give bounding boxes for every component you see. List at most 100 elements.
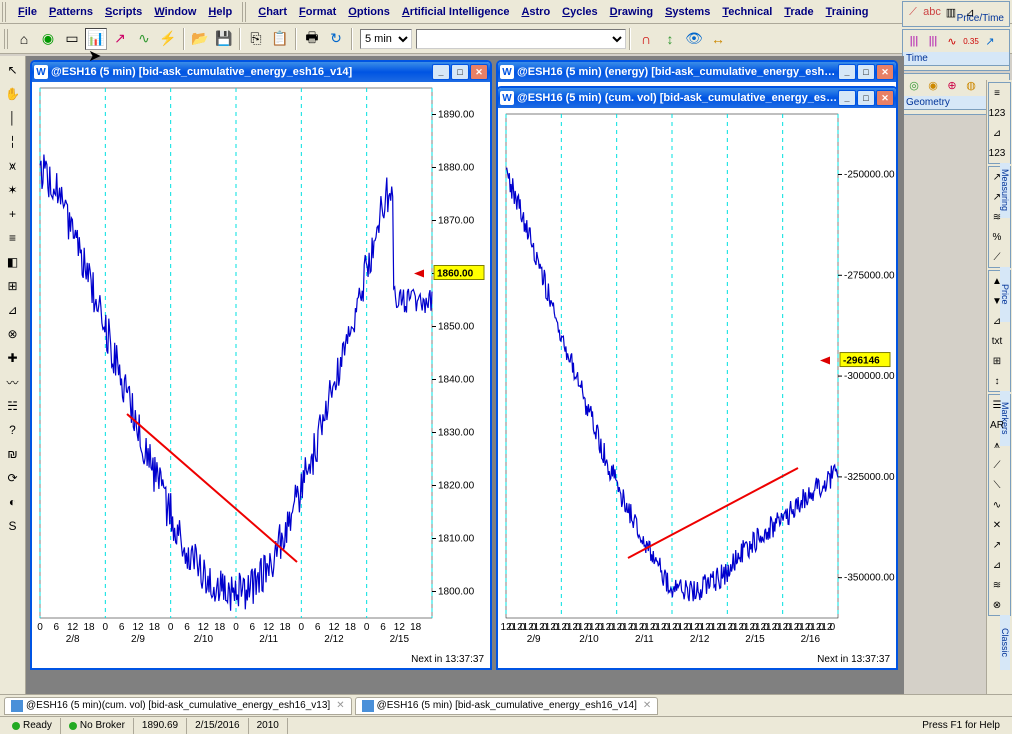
rt-tool[interactable]: ⊞ [990, 352, 1004, 370]
workspace-tab[interactable]: @ESH16 (5 min) [bid-ask_cumulative_energ… [355, 697, 659, 715]
menu-patterns[interactable]: Patterns [43, 4, 99, 20]
menu-systems[interactable]: Systems [659, 4, 716, 20]
tool-eye-icon[interactable]: 👁 [683, 28, 705, 50]
menu-astro[interactable]: Astro [515, 4, 556, 20]
maximize-button[interactable]: □ [857, 64, 875, 80]
left-tool-3[interactable]: ╎ [2, 131, 24, 153]
left-tool-7[interactable]: ≡ [2, 227, 24, 249]
minimize-button[interactable]: _ [838, 64, 856, 80]
tool-magnet-icon[interactable]: ∩ [635, 28, 657, 50]
rt-tool[interactable]: ⊿ [990, 556, 1004, 574]
left-tool-4[interactable]: ⩙ [2, 155, 24, 177]
tool-print-icon[interactable]: 🖶 [301, 28, 323, 50]
pt-icon[interactable]: abc [924, 4, 940, 20]
left-tool-13[interactable]: 〰 [2, 371, 24, 393]
menu-options[interactable]: Options [342, 4, 396, 20]
maximize-button[interactable]: □ [451, 64, 469, 80]
minimize-button[interactable]: _ [838, 90, 856, 106]
tool-window-icon[interactable]: ▭ [61, 28, 83, 50]
time-bars-icon[interactable]: ||| [906, 33, 922, 49]
rt-tool[interactable]: ≋ [990, 576, 1004, 594]
left-tool-19[interactable]: S [2, 515, 24, 537]
grip[interactable] [242, 2, 248, 22]
rt-tool[interactable]: % [990, 228, 1004, 246]
geom-icon[interactable]: ◎ [906, 77, 922, 93]
rt-tool[interactable]: ≋ [990, 208, 1004, 226]
left-tool-14[interactable]: ☵ [2, 395, 24, 417]
symbol-select[interactable] [416, 29, 626, 49]
close-button[interactable]: ✕ [876, 64, 894, 80]
rt-tool[interactable]: ⩚ [990, 436, 1004, 454]
tool-wave-icon[interactable]: ∿ [133, 28, 155, 50]
interval-select[interactable]: 5 min [360, 29, 412, 49]
tool-chart-icon[interactable]: 📊 [85, 28, 107, 50]
time-bars-icon[interactable]: ||| [925, 33, 941, 49]
menu-training[interactable]: Training [820, 4, 875, 20]
left-tool-15[interactable]: ? [2, 419, 24, 441]
geom-icon[interactable]: ◍ [963, 77, 979, 93]
menu-chart[interactable]: Chart [252, 4, 293, 20]
tool-globe-icon[interactable]: ◉ [37, 28, 59, 50]
left-tool-0[interactable]: ↖ [2, 59, 24, 81]
tool-home-icon[interactable]: ⌂ [13, 28, 35, 50]
rt-tool[interactable]: ⊗ [990, 596, 1004, 614]
tool-leftright-icon[interactable]: ↔ [707, 28, 729, 50]
left-tool-16[interactable]: ₪ [2, 443, 24, 465]
tab-close-icon[interactable]: ✕ [643, 700, 651, 711]
rt-tool[interactable]: ▼ [990, 292, 1004, 310]
left-tool-10[interactable]: ⊿ [2, 299, 24, 321]
menu-file[interactable]: File [12, 4, 43, 20]
menu-artificial-intelligence[interactable]: Artificial Intelligence [396, 4, 516, 20]
rt-tool[interactable]: ⊿ [990, 312, 1004, 330]
geom-icon[interactable]: ⊕ [944, 77, 960, 93]
rt-tool[interactable]: txt [990, 332, 1004, 350]
rt-tool[interactable]: 123 [990, 144, 1004, 162]
tool-run-icon[interactable]: ↗ [109, 28, 131, 50]
left-tool-9[interactable]: ⊞ [2, 275, 24, 297]
rt-tool[interactable]: ↗ [990, 168, 1004, 186]
tab-close-icon[interactable]: ✕ [336, 700, 344, 711]
menu-cycles[interactable]: Cycles [556, 4, 603, 20]
workspace-tab[interactable]: @ESH16 (5 min)(cum. vol) [bid-ask_cumula… [4, 697, 352, 715]
grip[interactable] [2, 2, 8, 22]
tool-save-icon[interactable]: 💾 [213, 28, 235, 50]
menu-help[interactable]: Help [202, 4, 238, 20]
rt-tool[interactable]: ⟋ [990, 456, 1004, 474]
geom-icon[interactable]: ◉ [925, 77, 941, 93]
left-tool-5[interactable]: ✶ [2, 179, 24, 201]
rt-tool[interactable]: ✕ [990, 516, 1004, 534]
menu-trade[interactable]: Trade [778, 4, 819, 20]
menu-technical[interactable]: Technical [716, 4, 778, 20]
rt-tool[interactable]: ↕ [990, 372, 1004, 390]
minimize-button[interactable]: _ [432, 64, 450, 80]
left-tool-6[interactable]: + [2, 203, 24, 225]
rt-tool[interactable]: 123 [990, 104, 1004, 122]
rt-tool[interactable]: ⟍ [990, 476, 1004, 494]
tool-updown-icon[interactable]: ↕ [659, 28, 681, 50]
menu-format[interactable]: Format [293, 4, 342, 20]
close-button[interactable]: ✕ [470, 64, 488, 80]
rt-tool[interactable]: ⊿ [990, 124, 1004, 142]
pt-icon[interactable]: ⟋ [905, 4, 921, 20]
rt-tool[interactable]: ∿ [990, 496, 1004, 514]
menu-scripts[interactable]: Scripts [99, 4, 148, 20]
left-tool-11[interactable]: ⊗ [2, 323, 24, 345]
left-tool-12[interactable]: ✚ [2, 347, 24, 369]
rt-tool[interactable]: ☰ [990, 396, 1004, 414]
rt-tool[interactable]: ▲ [990, 272, 1004, 290]
menu-drawing[interactable]: Drawing [604, 4, 659, 20]
menu-window[interactable]: Window [148, 4, 202, 20]
maximize-button[interactable]: □ [857, 90, 875, 106]
rt-tool[interactable]: ⟋ [990, 248, 1004, 266]
left-tool-8[interactable]: ◧ [2, 251, 24, 273]
rt-tool[interactable]: ≡ [990, 84, 1004, 102]
left-tool-2[interactable]: │ [2, 107, 24, 129]
tool-refresh-icon[interactable]: ↻ [325, 28, 347, 50]
left-tool-17[interactable]: ⟳ [2, 467, 24, 489]
tool-copy-icon[interactable]: ⎘ [245, 28, 267, 50]
rt-tool[interactable]: ↗ [990, 188, 1004, 206]
rt-tool[interactable]: ↗ [990, 536, 1004, 554]
time-num-icon[interactable]: 0.35 [963, 33, 979, 49]
left-tool-18[interactable]: ◐ [2, 491, 24, 513]
tool-bolt-icon[interactable]: ⚡ [157, 28, 179, 50]
